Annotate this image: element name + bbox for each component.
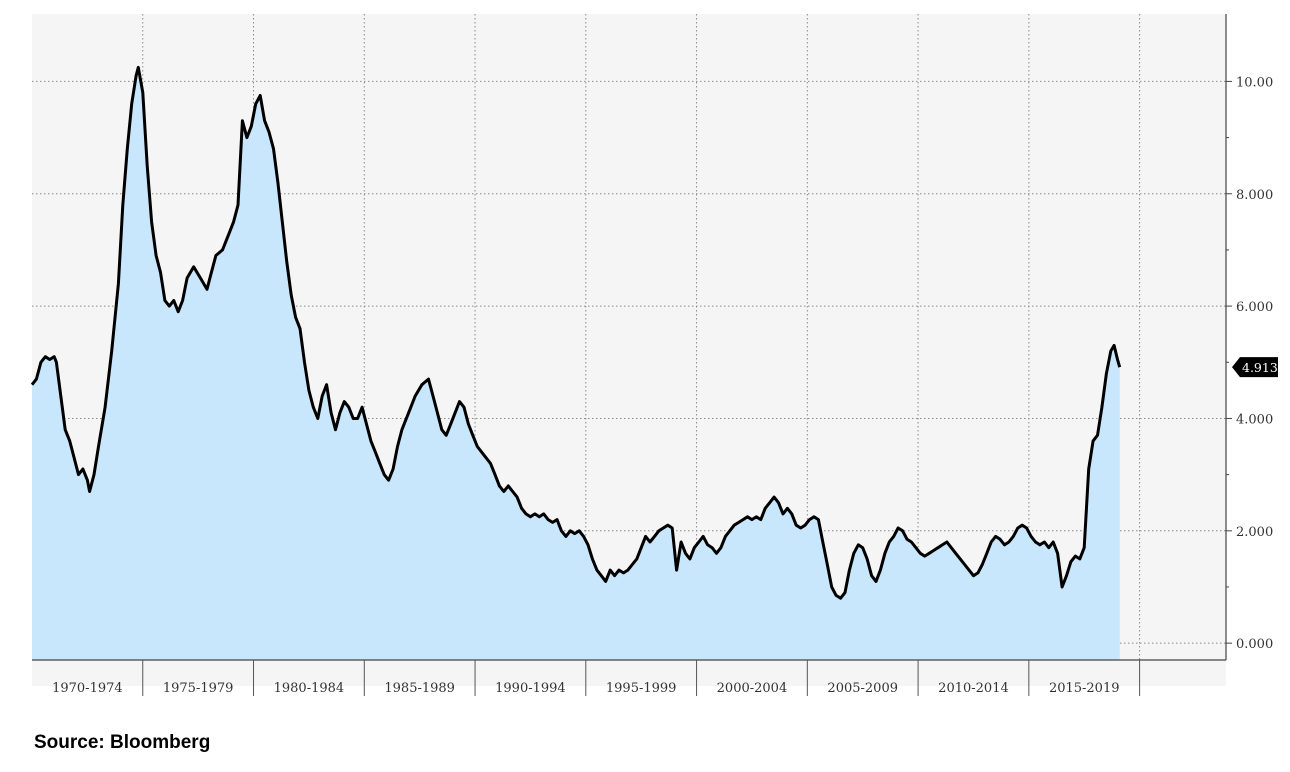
source-note: Source: Bloomberg	[34, 732, 211, 753]
y-tick-label: 4.000	[1236, 412, 1273, 427]
series-line	[30, 65, 1122, 600]
y-tick-label: 2.000	[1236, 525, 1273, 540]
x-tick-label: 1990-1994	[495, 681, 566, 696]
last-value-badge-shape	[1232, 357, 1278, 378]
y-tick-label: 6.000	[1236, 300, 1273, 315]
axes	[32, 14, 1227, 661]
x-axis-ticks: 1970-1974 1975-1979 1980-1984 1985-1989 1990…	[52, 660, 1141, 696]
y-tick-label: 10.00	[1236, 75, 1273, 90]
chart-svg: 0.000 2.000 4.000 6.000 8.000 10.00 1970-1974…	[30, 14, 1278, 696]
last-value-label: 4.913	[1242, 360, 1278, 375]
y-axis-ticks: 0.000 2.000 4.000 6.000 8.000 10.00	[1226, 75, 1273, 652]
x-tick-label: 2010-2014	[938, 681, 1009, 696]
x-tick-label: 1980-1984	[274, 681, 345, 696]
x-tick-label: 2015-2019	[1049, 681, 1120, 696]
y-tick-label: 8.000	[1236, 188, 1273, 203]
x-tick-label: 1985-1989	[384, 681, 455, 696]
chart-area: 0.000 2.000 4.000 6.000 8.000 10.00 1970-1974…	[30, 14, 1278, 696]
y-tick-label: 0.000	[1236, 637, 1273, 652]
x-tick-label: 2005-2009	[827, 681, 898, 696]
x-tick-label: 1970-1974	[52, 681, 123, 696]
x-tick-label: 1975-1979	[163, 681, 234, 696]
last-value-badge: 4.913	[1232, 357, 1278, 378]
x-tick-label: 1995-1999	[606, 681, 677, 696]
series-area-fill	[32, 67, 1120, 660]
x-tick-label: 2000-2004	[717, 681, 788, 696]
